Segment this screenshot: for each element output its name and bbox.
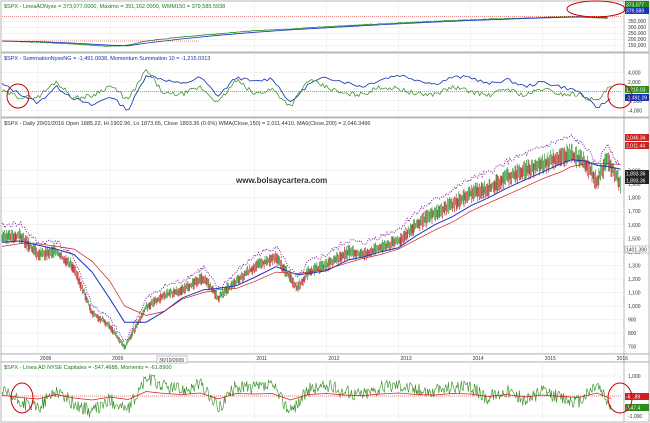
x-tick-label: 2016 bbox=[617, 356, 628, 362]
annotation-circle-sum-left bbox=[6, 83, 30, 109]
annotation-circle-mom-right bbox=[607, 382, 633, 414]
ad-line-value-box bbox=[625, 7, 649, 14]
ad-line-tick-label: 200,000 bbox=[628, 37, 646, 43]
ad-momentum-tick-label: 1,000 bbox=[628, 374, 641, 380]
ad-line-value-box bbox=[625, 1, 649, 8]
summation-series bbox=[1, 74, 611, 111]
summation-momentum-series bbox=[1, 69, 612, 107]
summation-tick-label: 4,000 bbox=[628, 70, 641, 76]
summation-value-label: -1,491.09 bbox=[626, 96, 647, 102]
x-tick-label: 2013 bbox=[401, 356, 412, 362]
price-value-label: 2,011.44 bbox=[626, 144, 645, 150]
price-wma150-series bbox=[1, 159, 621, 323]
ad-momentum-value-label: -547.4 bbox=[626, 406, 640, 412]
price-value-label: 1,893.36 bbox=[626, 172, 646, 178]
summation-tick-label: -4,000 bbox=[628, 108, 642, 114]
annotation-circle-ad-top bbox=[566, 0, 626, 18]
watermark: www.bolsaycartera.com bbox=[235, 176, 327, 185]
price-tick-label: 700 bbox=[628, 345, 637, 351]
title-ad-momentum: $SPX - Línea AD NYSE Capitales = -547.46… bbox=[4, 365, 172, 371]
x-tick-label: 2011 bbox=[256, 356, 267, 362]
ad-momentum-value-box bbox=[625, 393, 649, 400]
ad-momentum-series bbox=[1, 373, 612, 418]
price-value-box bbox=[625, 177, 649, 184]
price-tick-label: 1,300 bbox=[628, 263, 641, 269]
summation-tick-label: -2,000 bbox=[628, 99, 642, 105]
summation-value-box bbox=[625, 86, 649, 93]
ad-line-series bbox=[2, 16, 608, 47]
ad-line-tick-label: 150,000 bbox=[628, 43, 646, 49]
price-tick-label: 1,600 bbox=[628, 223, 641, 229]
x-tick-label: 2012 bbox=[328, 356, 339, 362]
price-tick-label: 1,900 bbox=[628, 182, 641, 188]
x-tick-label: 2009 bbox=[112, 356, 123, 362]
price-tick-label: 1,800 bbox=[628, 196, 641, 202]
ad-line-tick-label: 250,000 bbox=[628, 31, 646, 37]
date-box-label: 30/10/2009 bbox=[159, 358, 184, 364]
price-value-label: 1,893.36 bbox=[626, 179, 646, 185]
summation-value-label: 1,215.03 bbox=[626, 88, 646, 94]
title-summation: $SPX - SummationNyseNG = -1,491.0938, Mo… bbox=[4, 56, 210, 62]
annotation-circle-mom-left bbox=[10, 382, 34, 414]
date-box bbox=[156, 355, 188, 364]
x-tick-label: 2014 bbox=[473, 356, 484, 362]
price-ma200-series bbox=[1, 162, 621, 316]
ad-line-wma-series bbox=[1, 16, 608, 47]
price-tick-label: 1,700 bbox=[628, 209, 641, 215]
price-tick-label: 1,100 bbox=[628, 290, 641, 296]
price-tick-label: 1,000 bbox=[628, 304, 641, 310]
price-value-box bbox=[625, 170, 649, 177]
summation-tick-label: 2,000 bbox=[628, 80, 641, 86]
price-value-box bbox=[624, 245, 650, 254]
ad-momentum-tick-label: -1,000 bbox=[628, 414, 642, 420]
annotation-circle-sum-right bbox=[607, 83, 633, 109]
title-price: $SPX - Daily 29/01/2016 Open 1885.22, Hi… bbox=[4, 121, 371, 127]
panel-summation bbox=[0, 52, 650, 118]
price-dotted-series bbox=[1, 134, 620, 342]
price-tick-label: 1,500 bbox=[628, 236, 641, 242]
ad-line-value-label: 373,077 bbox=[626, 3, 644, 9]
price-value-label: 2,046.34 bbox=[626, 136, 646, 142]
panel-ad-momentum bbox=[0, 361, 650, 423]
x-tick-label: 2008 bbox=[40, 356, 51, 362]
title-ad-line: $SPX - LineaADNyse = 373,077.0000, Máxim… bbox=[4, 4, 225, 10]
price-tick-label: 900 bbox=[628, 318, 637, 324]
ad-momentum-value-label: -61.89 bbox=[626, 395, 640, 401]
ad-line-tick-label: 350,000 bbox=[628, 19, 646, 25]
price-value-label: 1401.390 bbox=[626, 248, 647, 254]
ad-momentum-signal-series bbox=[1, 391, 612, 401]
x-tick-label: 2015 bbox=[545, 356, 556, 362]
summation-value-box bbox=[625, 94, 649, 101]
ad-line-tick-label: 300,000 bbox=[628, 25, 646, 31]
price-value-box bbox=[625, 134, 649, 141]
price-tick-label: 1,200 bbox=[628, 277, 641, 283]
price-value-box bbox=[625, 142, 649, 149]
ad-momentum-value-box bbox=[625, 404, 649, 411]
ad-line-value-label: 379,589 bbox=[626, 9, 644, 15]
price-tick-label: 800 bbox=[628, 331, 637, 337]
